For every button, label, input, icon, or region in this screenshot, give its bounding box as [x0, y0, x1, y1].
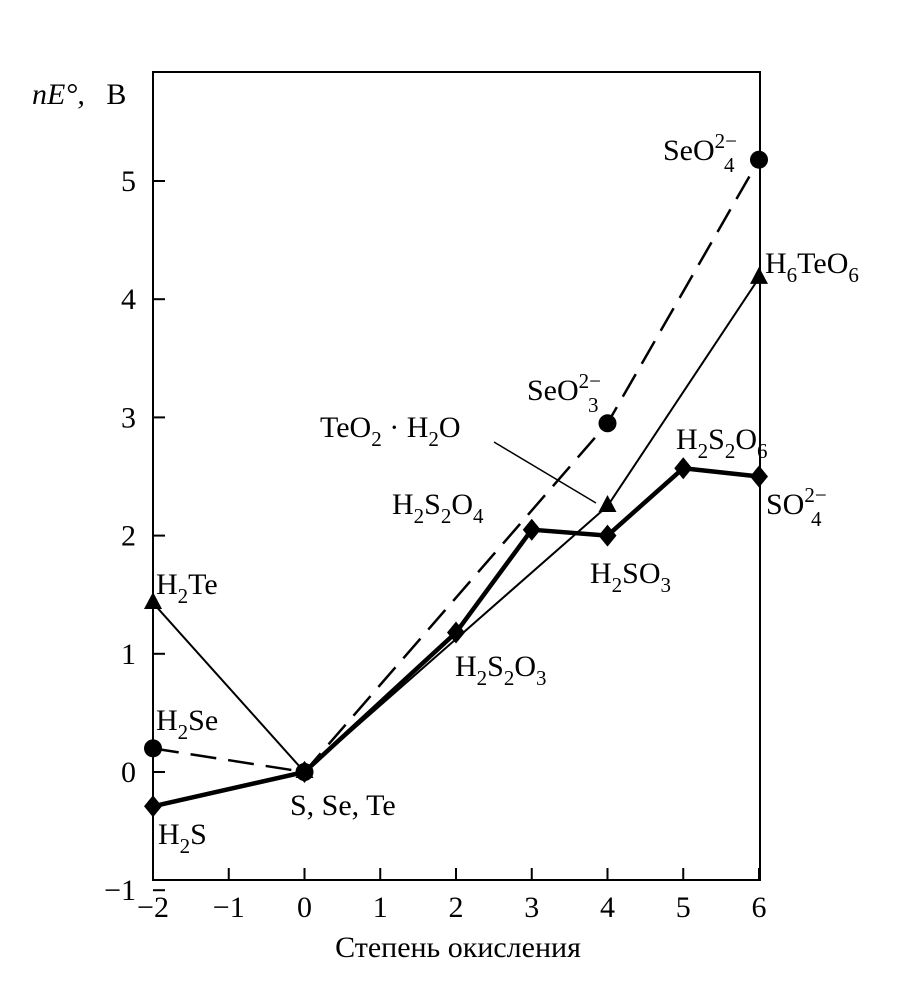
y-tick-label: 5 — [121, 165, 136, 198]
marker-s — [674, 457, 693, 480]
y-tick-label: 4 — [121, 283, 136, 316]
label-seo4: SeO2− — [663, 129, 737, 167]
marker-se — [598, 414, 617, 433]
plot-frame — [152, 71, 761, 881]
y-axis-title: nE°, В — [32, 78, 126, 111]
label-h2s2o3: H2S2O3 — [455, 650, 547, 690]
marker-s — [522, 518, 541, 541]
x-tick-label: 0 — [297, 891, 312, 924]
x-tick-label: −1 — [213, 891, 245, 924]
label-seo3-sub: 3 — [588, 393, 599, 417]
teo2-leader-line — [493, 441, 597, 504]
y-axis-title-unit: В — [106, 78, 126, 111]
marker-te — [750, 266, 768, 284]
x-tick-label: 4 — [600, 891, 615, 924]
label-teo2-h2o: TeO2 · H2O — [320, 411, 461, 451]
label-connectors — [493, 441, 597, 504]
label-h2s2o6: H2S2O6 — [676, 423, 768, 463]
marker-te — [598, 495, 617, 513]
x-tick-label: 6 — [752, 891, 767, 924]
series-lines — [152, 159, 761, 809]
x-tick-label: 2 — [449, 891, 464, 924]
x-tick-label: 5 — [676, 891, 691, 924]
label-seo3: SeO2− — [527, 369, 601, 407]
x-axis-title: Степень окисления — [335, 931, 581, 964]
marker-te — [295, 761, 314, 778]
marker-se — [750, 150, 768, 169]
y-tick-label: 2 — [121, 520, 136, 553]
data-markers — [144, 150, 768, 818]
marker-s — [598, 524, 617, 547]
y-tick-label: 0 — [121, 756, 136, 789]
x-tick-label: 3 — [524, 891, 539, 924]
marker-s — [144, 795, 162, 818]
label-seo4-sub: 4 — [724, 153, 735, 177]
marker-s — [750, 465, 768, 488]
y-tick-label: 3 — [121, 401, 136, 434]
series-line-se — [152, 159, 761, 774]
label-so4-sub: 4 — [811, 507, 822, 531]
label-h6teo6: H6TeO6 — [765, 247, 859, 287]
marker-se — [144, 739, 162, 758]
label-s-se-te: S, Se, Te — [290, 789, 396, 822]
x-tick-label: −2 — [137, 891, 169, 924]
x-tick-label: 1 — [373, 891, 388, 924]
y-tick-label: −1 — [104, 874, 136, 907]
label-h2so3: H2SO3 — [590, 557, 671, 597]
y-tick-label: 1 — [121, 638, 136, 671]
series-line-te — [152, 277, 760, 773]
label-h2te: H2Te — [156, 568, 218, 608]
label-h2se: H2Se — [156, 704, 218, 744]
label-h2s2o4: H2S2O4 — [392, 488, 484, 528]
label-so4: SO2− — [766, 483, 827, 521]
marker-s — [447, 621, 465, 644]
marker-te — [144, 591, 162, 609]
y-axis-title-main: nE°, — [32, 78, 85, 111]
label-h2s: H2S — [158, 818, 207, 858]
